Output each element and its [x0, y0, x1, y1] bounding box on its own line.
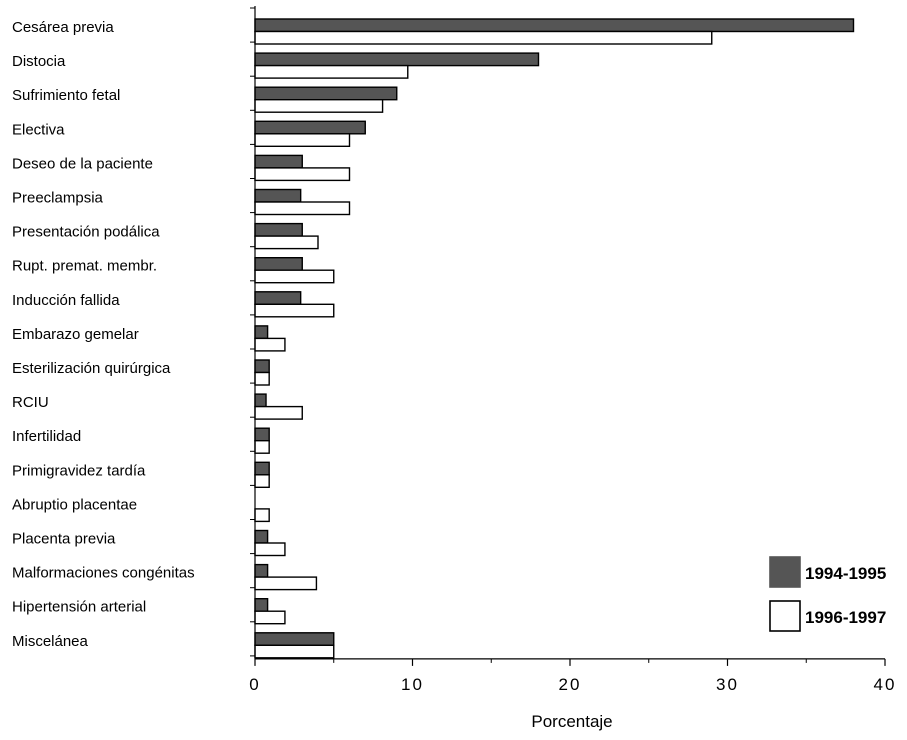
bar-1996-1997 — [254, 508, 270, 523]
category-label: Presentación podálica — [12, 224, 160, 241]
category-label: Malformaciones congénitas — [12, 565, 195, 582]
bar-1994-1995 — [254, 529, 269, 544]
category-labels: Cesárea previa Distocia Sufrimiento fetal E… — [12, 19, 195, 650]
bar-1994-1995 — [254, 359, 270, 374]
bar-1994-1995 — [254, 154, 303, 169]
category-label: Inducción fallida — [12, 292, 120, 309]
category-label: Primigravidez tardía — [12, 462, 146, 479]
category-label: Esterilización quirúrgica — [12, 360, 171, 377]
bar-1996-1997 — [254, 133, 351, 148]
x-tick-label: 20 — [559, 675, 582, 694]
category-label: Placenta previa — [12, 531, 116, 548]
legend-label-1994-1995: 1994-1995 — [805, 564, 886, 583]
bar-1996-1997 — [254, 64, 409, 79]
x-ticks: 0 10 20 30 40 — [249, 658, 897, 694]
category-label: Electiva — [12, 121, 65, 138]
legend-swatch-1994-1995 — [769, 556, 801, 588]
bar-1994-1995 — [254, 461, 270, 476]
bar-1994-1995 — [254, 632, 335, 646]
x-tick-label: 10 — [401, 675, 424, 694]
x-tick-label: 40 — [874, 675, 897, 694]
bar-1994-1995 — [254, 188, 302, 203]
bar-1996-1997 — [254, 610, 286, 625]
legend: 1994-1995 1996-1997 — [769, 556, 886, 632]
bar-1994-1995 — [254, 222, 303, 237]
x-tick-label: 30 — [716, 675, 739, 694]
x-tick-label: 0 — [249, 675, 260, 694]
category-label: Preeclampsia — [12, 190, 104, 207]
category-label: Rupt. premat. membr. — [12, 258, 157, 275]
bar-1996-1997 — [254, 576, 318, 591]
bar-1996-1997 — [254, 303, 335, 318]
bar-1994-1995 — [254, 120, 366, 135]
bar-1994-1995 — [254, 393, 267, 408]
bar-1996-1997 — [254, 201, 351, 216]
category-label: Deseo de la paciente — [12, 155, 153, 172]
legend-swatch-1996-1997 — [769, 600, 801, 632]
bar-1996-1997 — [254, 371, 270, 386]
category-label: RCIU — [12, 394, 49, 411]
category-label: Sufrimiento fetal — [12, 87, 120, 104]
category-label: Distocia — [12, 53, 66, 70]
bar-1996-1997 — [254, 30, 713, 45]
bar-1994-1995 — [254, 86, 398, 101]
category-label: Abruptio placentae — [12, 496, 137, 513]
bar-1996-1997 — [254, 474, 270, 488]
category-label: Hipertensión arterial — [12, 599, 146, 616]
bar-1994-1995 — [254, 563, 269, 578]
category-label: Embarazo gemelar — [12, 326, 139, 343]
category-label: Cesárea previa — [12, 19, 114, 36]
bar-1996-1997 — [254, 440, 270, 454]
legend-label-1996-1997: 1996-1997 — [805, 608, 886, 627]
bars — [254, 18, 855, 659]
bar-1996-1997 — [254, 167, 351, 182]
bar-1996-1997 — [254, 235, 319, 250]
bar-1994-1995 — [254, 598, 269, 612]
bar-1994-1995 — [254, 257, 303, 271]
bar-1994-1995 — [254, 52, 540, 67]
bar-1996-1997 — [254, 644, 335, 659]
bar-1996-1997 — [254, 542, 286, 557]
bar-1994-1995 — [254, 18, 855, 33]
bar-1996-1997 — [254, 98, 384, 113]
bar-1994-1995 — [254, 291, 302, 305]
bar-1994-1995 — [254, 427, 270, 442]
bar-1996-1997 — [254, 337, 286, 352]
category-label: Infertilidad — [12, 428, 81, 445]
bar-1996-1997 — [254, 269, 335, 284]
bar-1994-1995 — [254, 325, 269, 340]
bar-1996-1997 — [254, 405, 303, 420]
category-label: Miscelánea — [12, 633, 89, 650]
x-axis-title: Porcentaje — [531, 712, 612, 731]
